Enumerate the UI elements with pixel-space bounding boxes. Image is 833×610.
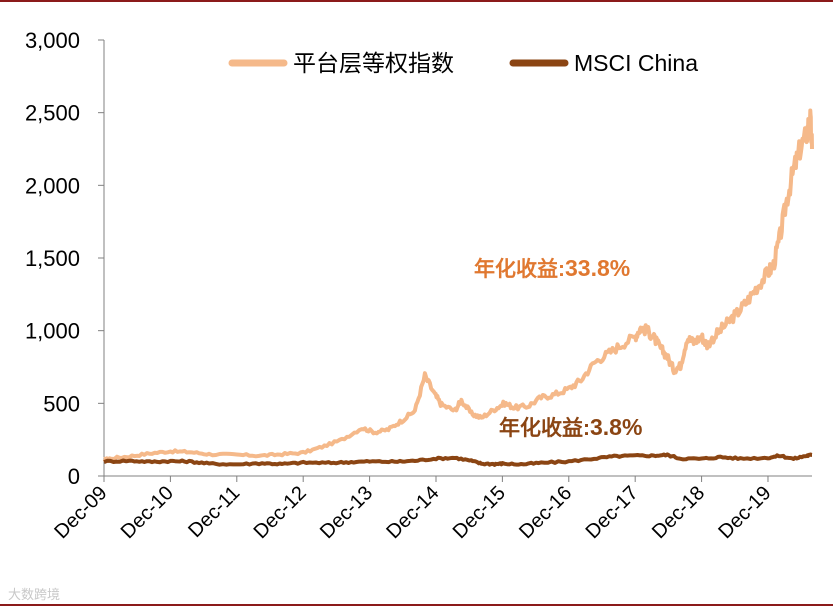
x-tick-label: Dec-12 bbox=[250, 482, 311, 543]
x-tick-label: Dec-15 bbox=[449, 482, 510, 543]
annotation-value: 33.8% bbox=[565, 255, 630, 281]
x-tick-label: Dec-09 bbox=[50, 482, 111, 543]
y-tick-label: 2,500 bbox=[25, 101, 80, 126]
annotation-label: 年化收益: bbox=[499, 416, 590, 440]
watermark: 大数跨境 bbox=[8, 587, 61, 602]
legend-label-msci-china: MSCI China bbox=[574, 50, 698, 76]
bottom-border bbox=[0, 604, 833, 606]
x-tick-label: Dec-10 bbox=[117, 482, 178, 543]
x-tick-label: Dec-19 bbox=[714, 482, 775, 543]
series-line-platform-index bbox=[102, 108, 814, 463]
y-tick-label: 0 bbox=[68, 464, 80, 489]
x-tick-label: Dec-13 bbox=[316, 482, 377, 543]
y-tick-label: 500 bbox=[43, 391, 80, 416]
y-tick-label: 1,000 bbox=[25, 319, 80, 344]
annotation-msci-return: 年化收益:3.8% bbox=[499, 414, 642, 440]
series-group bbox=[102, 108, 814, 467]
x-tick-label: Dec-16 bbox=[515, 482, 576, 543]
annotations: 年化收益:33.8%年化收益:3.8% bbox=[474, 255, 642, 440]
annotation-value: 3.8% bbox=[590, 414, 642, 440]
series-line-msci-china bbox=[103, 452, 814, 467]
x-tick-label: Dec-17 bbox=[582, 482, 643, 543]
y-tick-label: 2,000 bbox=[25, 173, 80, 198]
legend: 平台层等权指数 MSCI China bbox=[228, 50, 698, 76]
x-tick-label: Dec-14 bbox=[382, 482, 443, 543]
legend-label-platform-index: 平台层等权指数 bbox=[293, 50, 454, 76]
x-tick-label: Dec-11 bbox=[184, 482, 244, 542]
y-tick-label: 3,000 bbox=[25, 28, 80, 53]
x-tick-label: Dec-18 bbox=[648, 482, 709, 543]
annotation-label: 年化收益: bbox=[474, 257, 565, 281]
top-border bbox=[0, 0, 833, 2]
annotation-platform-return: 年化收益:33.8% bbox=[474, 255, 630, 281]
y-tick-label: 1,500 bbox=[25, 246, 80, 271]
